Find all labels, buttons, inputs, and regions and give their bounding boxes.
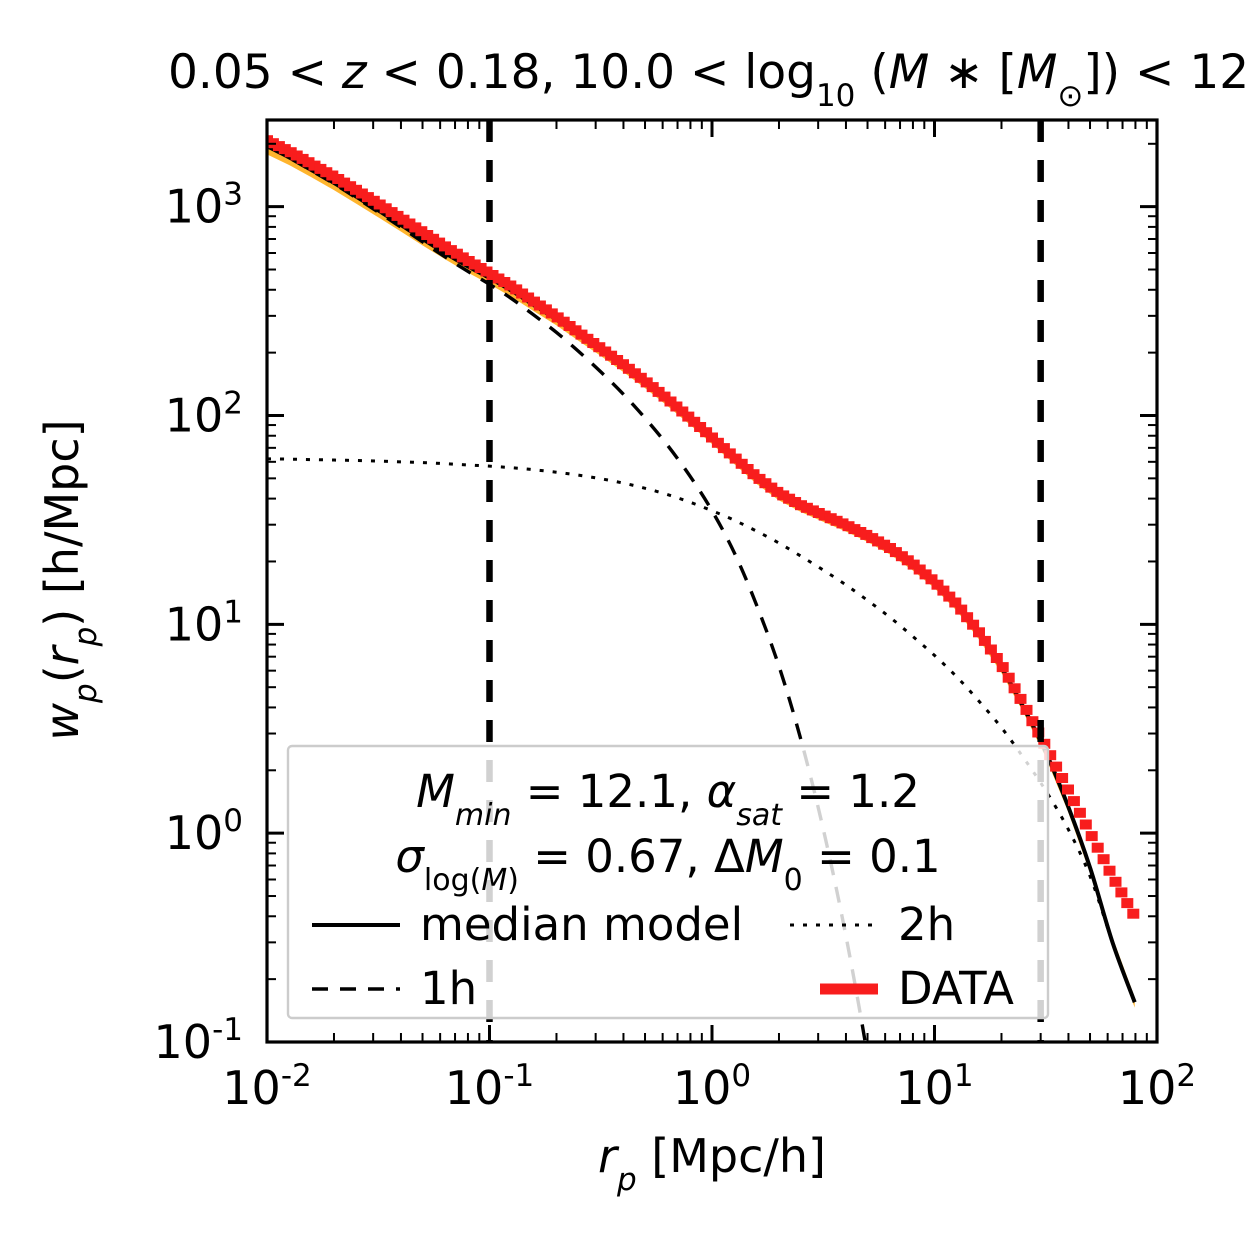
- svg-text:10-2: 10-2: [222, 1058, 311, 1115]
- legend-param-line-2: σlog(M) = 0.67, ΔM0 = 0.1: [395, 830, 940, 898]
- svg-text:102: 102: [1118, 1058, 1196, 1115]
- legend-label-median-model: median model: [420, 898, 743, 951]
- svg-text:10-1: 10-1: [154, 1012, 243, 1069]
- svg-text:101: 101: [895, 1058, 973, 1115]
- svg-text:10-1: 10-1: [445, 1058, 534, 1115]
- svg-text:102: 102: [165, 385, 243, 442]
- data-marker-group: [267, 135, 1140, 919]
- legend-param-line-1: Mmin = 12.1, αsat = 1.2: [416, 765, 920, 833]
- legend-label-data: DATA: [898, 962, 1014, 1015]
- y-axis-label: wp(rp) [h/Mpc]: [35, 419, 104, 740]
- svg-text:100: 100: [673, 1058, 751, 1115]
- legend-background: [286, 744, 1050, 1020]
- x-axis-tick-labels: 10-2 10-1 100 101 102: [222, 1058, 1196, 1115]
- one-halo-curve: [267, 144, 867, 1042]
- x-axis-ticks: [265, 120, 1159, 1042]
- svg-text:103: 103: [165, 177, 243, 234]
- x-axis-label: rp [Mpc/h]: [598, 1129, 826, 1198]
- plot-title: 0.05 < z < 0.18, 10.0 < log10 (M ∗ [M⊙])…: [168, 45, 1250, 114]
- legend-label-2h: 2h: [898, 898, 955, 951]
- two-halo-curve: [267, 457, 1137, 1003]
- legend: Mmin = 12.1, αsat = 1.2 σlog(M) = 0.67, …: [286, 744, 1050, 1020]
- svg-text:100: 100: [165, 803, 243, 860]
- legend-label-1h: 1h: [420, 962, 477, 1015]
- y-axis-ticks: [267, 142, 1157, 1044]
- y-axis-tick-labels: 10-1 100 101 102 103: [154, 177, 243, 1069]
- svg-text:101: 101: [165, 594, 243, 651]
